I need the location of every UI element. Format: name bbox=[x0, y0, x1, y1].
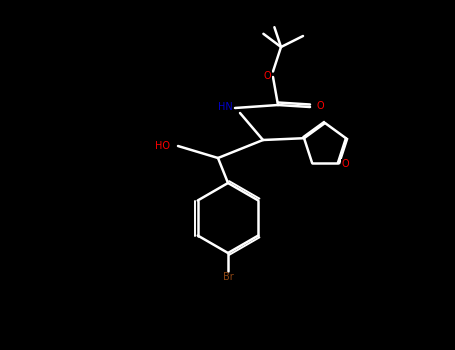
Text: O: O bbox=[317, 101, 324, 111]
Text: Br: Br bbox=[222, 273, 233, 282]
Text: HN: HN bbox=[218, 102, 233, 112]
Text: HO: HO bbox=[155, 141, 170, 151]
Text: O: O bbox=[264, 71, 272, 81]
Text: O: O bbox=[341, 159, 349, 169]
